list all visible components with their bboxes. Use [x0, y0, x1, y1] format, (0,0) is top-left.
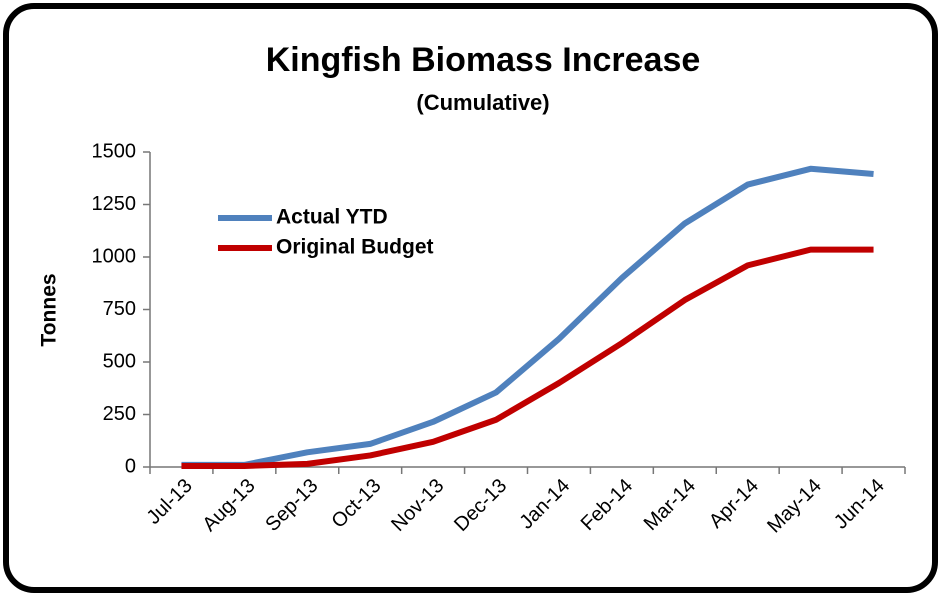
chart-frame [3, 3, 938, 593]
y-tick-label: 1500 [92, 140, 137, 162]
chart-title: Kingfish Biomass Increase [266, 41, 701, 79]
y-tick-label: 750 [103, 298, 136, 320]
y-tick-label: 0 [125, 455, 136, 477]
chart-subtitle: (Cumulative) [416, 90, 549, 115]
data-line [181, 246, 874, 469]
y-tick-label: 500 [103, 350, 136, 372]
y-axis-label: Tonnes [38, 273, 61, 346]
y-tick-label: 250 [103, 403, 136, 425]
legend-label: Actual YTD [276, 206, 388, 229]
data-line [181, 165, 874, 468]
y-tick-label: 1250 [92, 193, 137, 215]
legend-label: Original Budget [276, 236, 434, 259]
y-tick-label: 1000 [92, 245, 137, 267]
